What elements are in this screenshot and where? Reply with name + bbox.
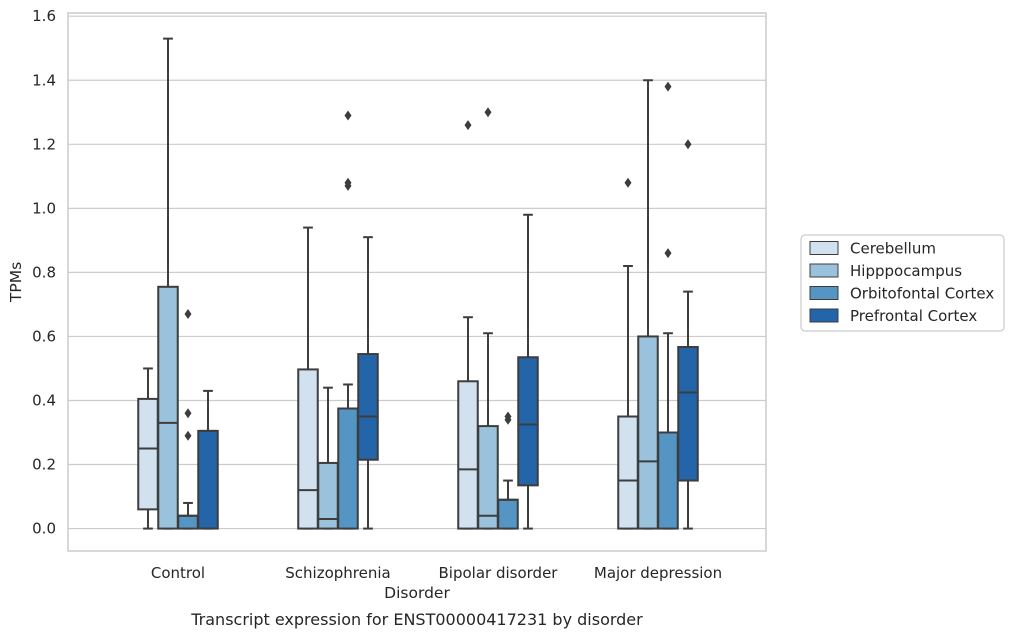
legend-swatch — [809, 308, 839, 323]
plot-frame — [67, 12, 767, 552]
legend-swatch — [809, 241, 839, 255]
legend-frame — [800, 234, 1005, 332]
y-axis-ticks: 0.0 0.2 0.4 0.6 0.8 1.0 1.2 1.4 1.6 — [32, 7, 56, 537]
box-control-cerebellum — [137, 367, 159, 530]
box-iqr — [297, 368, 319, 530]
y-axis-title: TPMs — [7, 262, 25, 303]
box-major-depression-orbitofontal-cortex — [657, 81, 679, 530]
outlier-point — [684, 139, 692, 150]
legend-label: Orbitofontal Cortex — [850, 285, 994, 303]
box-schizophrenia-prefrontal-cortex — [357, 236, 379, 530]
x-tick-label: Control — [151, 564, 205, 582]
box-major-depression-prefrontal-cortex — [677, 139, 699, 530]
legend: Cerebellum Hipppocampus Orbitofontal Corte… — [800, 234, 1005, 332]
box-iqr — [617, 415, 639, 530]
box-iqr — [197, 429, 219, 530]
y-tick-label: 0.4 — [32, 391, 56, 409]
outlier-point — [344, 177, 352, 188]
box-major-depression-hipppocampus — [637, 79, 659, 530]
legend-swatch — [809, 286, 839, 300]
box-schizophrenia-cerebellum — [297, 226, 319, 530]
outlier-point — [184, 309, 192, 320]
box-iqr — [137, 397, 159, 511]
y-tick-label: 0.0 — [32, 520, 56, 538]
y-tick-label: 1.4 — [32, 71, 56, 89]
box-iqr — [477, 425, 499, 530]
outlier-point — [464, 120, 472, 131]
x-tick-label: Bipolar disorder — [439, 564, 559, 582]
legend-item-hipppocampus: Hipppocampus — [809, 262, 962, 280]
box-schizophrenia-hipppocampus — [317, 386, 339, 530]
x-tick-label: Major depression — [594, 564, 722, 582]
box-iqr — [657, 431, 679, 530]
y-tick-label: 0.2 — [32, 456, 56, 474]
y-tick-label: 0.6 — [32, 327, 56, 345]
boxes — [137, 37, 699, 530]
outlier-point — [664, 248, 672, 259]
y-tick-label: 1.0 — [32, 199, 56, 217]
box-iqr — [357, 353, 379, 461]
outlier-point — [344, 110, 352, 121]
legend-item-cerebellum: Cerebellum — [809, 240, 936, 258]
grid-lines — [68, 15, 766, 530]
box-bipolar-disorder-prefrontal-cortex — [517, 213, 539, 530]
x-tick-label: Schizophrenia — [285, 564, 390, 582]
box-iqr — [157, 285, 179, 530]
y-tick-label: 0.8 — [32, 263, 56, 281]
outlier-point — [184, 430, 192, 441]
legend-label: Prefrontal Cortex — [850, 307, 977, 325]
box-schizophrenia-orbitofontal-cortex — [337, 110, 359, 530]
box-bipolar-disorder-cerebellum — [457, 120, 479, 530]
y-tick-label: 1.2 — [32, 135, 56, 153]
legend-item-orbitofontal-cortex: Orbitofontal Cortex — [809, 285, 994, 303]
box-iqr — [497, 498, 519, 530]
chart-caption: Transcript expression for ENST0000041723… — [190, 610, 643, 629]
y-tick-label: 1.6 — [32, 7, 56, 25]
box-control-prefrontal-cortex — [197, 389, 219, 530]
outlier-point — [184, 408, 192, 419]
outlier-point — [664, 81, 672, 92]
legend-item-prefrontal-cortex: Prefrontal Cortex — [809, 307, 977, 325]
box-iqr — [177, 514, 199, 530]
outlier-point — [624, 177, 632, 188]
legend-swatch — [809, 263, 839, 278]
box-bipolar-disorder-orbitofontal-cortex — [497, 411, 519, 530]
box-major-depression-cerebellum — [617, 177, 639, 530]
box-control-hipppocampus — [157, 37, 179, 530]
box-control-orbitofontal-cortex — [177, 309, 199, 530]
x-axis-ticks: Control Schizophrenia Bipolar disorder Majo… — [151, 564, 722, 582]
box-bipolar-disorder-hipppocampus — [477, 107, 499, 530]
box-iqr — [677, 346, 699, 482]
box-iqr — [337, 407, 359, 530]
outlier-point — [504, 411, 512, 422]
box-iqr — [637, 335, 659, 530]
box-iqr — [517, 356, 539, 487]
legend-label: Hipppocampus — [850, 262, 962, 280]
box-iqr — [457, 380, 479, 530]
outlier-point — [484, 107, 492, 118]
legend-label: Cerebellum — [850, 240, 936, 258]
x-axis-title: Disorder — [384, 584, 450, 602]
